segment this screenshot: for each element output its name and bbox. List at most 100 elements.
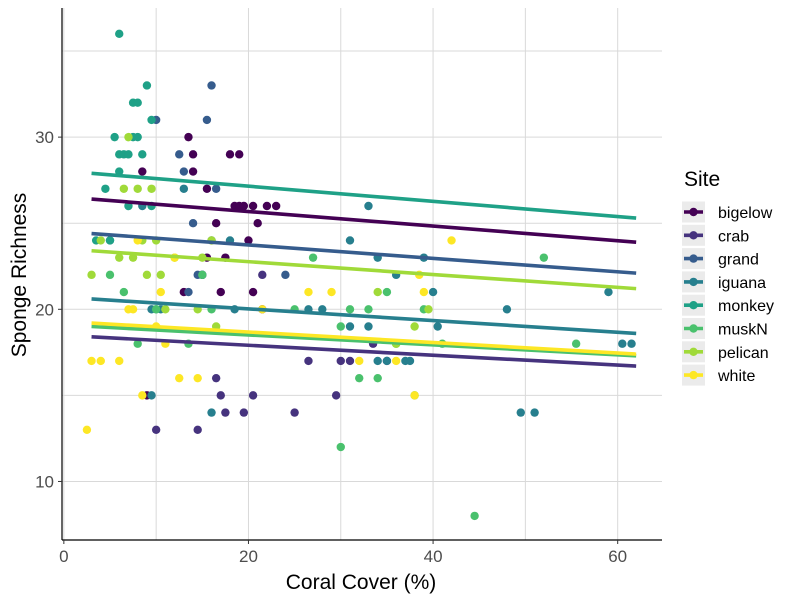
- data-point-crab: [151, 425, 161, 435]
- data-point-iguana: [147, 391, 156, 400]
- data-point-iguana: [618, 339, 627, 348]
- trend-line-bigelow: [91, 197, 637, 244]
- data-point-pelican: [115, 253, 124, 262]
- legend-key-point-bigelow: [689, 207, 698, 217]
- data-point-white: [96, 356, 105, 366]
- y-tick-label: 20: [35, 300, 54, 319]
- data-point-crab: [221, 408, 230, 417]
- trend-line-white: [91, 321, 637, 356]
- data-point-white: [410, 391, 419, 400]
- axes: [58, 8, 662, 544]
- legend-key-point-pelican: [689, 347, 698, 356]
- data-point-crab: [248, 391, 258, 400]
- data-point-bigelow: [211, 219, 221, 228]
- data-point-monkey: [133, 132, 142, 142]
- data-point-bigelow: [244, 236, 253, 245]
- data-point-muskN: [119, 287, 129, 297]
- data-point-crab: [290, 408, 299, 417]
- data-point-monkey: [133, 98, 142, 107]
- data-point-iguana: [345, 236, 355, 245]
- data-point-monkey: [138, 150, 147, 159]
- data-point-muskN: [151, 305, 161, 314]
- y-axis-title: Sponge Richness: [8, 193, 31, 358]
- data-point-pelican: [373, 287, 382, 297]
- data-point-monkey: [110, 132, 119, 142]
- data-point-white: [193, 373, 202, 383]
- data-point-muskN: [571, 339, 581, 348]
- legend-label-grand: grand: [718, 252, 759, 269]
- data-point-muskN: [336, 322, 345, 331]
- data-point-bigelow: [188, 150, 198, 159]
- data-point-pelican: [119, 184, 129, 193]
- legend-label-crab: crab: [718, 228, 749, 245]
- data-point-grand: [179, 167, 189, 176]
- trend-lines: [91, 171, 637, 368]
- data-point-white: [327, 287, 336, 297]
- data-point-crab: [193, 425, 202, 435]
- data-point-grand: [211, 184, 221, 193]
- data-point-white: [355, 356, 364, 366]
- data-point-iguana: [530, 408, 539, 417]
- data-point-iguana: [502, 305, 512, 314]
- data-point-iguana: [318, 305, 327, 314]
- data-point-iguana: [373, 356, 382, 366]
- data-point-bigelow: [239, 201, 249, 211]
- data-point-white: [138, 391, 147, 400]
- data-point-muskN: [345, 305, 355, 314]
- trend-line-pelican: [91, 248, 637, 291]
- data-point-bigelow: [248, 201, 258, 211]
- trend-line-grand: [91, 231, 637, 275]
- legend-label-white: white: [717, 368, 755, 385]
- data-point-iguana: [604, 287, 613, 297]
- data-point-bigelow: [271, 201, 281, 211]
- tick-labels: 0 20 40 60 10 20 30: [35, 128, 627, 566]
- data-point-bigelow: [235, 150, 244, 159]
- data-point-monkey: [101, 184, 110, 193]
- data-point-iguana: [179, 184, 189, 193]
- legend-label-iguana: iguana: [718, 275, 766, 292]
- data-point-pelican: [133, 184, 142, 193]
- data-point-muskN: [470, 511, 479, 521]
- data-point-white: [115, 356, 124, 366]
- trend-line-iguana: [91, 297, 637, 336]
- data-point-white: [156, 287, 165, 297]
- data-point-bigelow: [248, 287, 258, 297]
- data-point-bigelow: [184, 132, 193, 142]
- data-point-crab: [331, 391, 341, 400]
- data-point-white: [447, 236, 456, 245]
- data-point-crab: [211, 373, 221, 383]
- data-point-muskN: [373, 373, 382, 383]
- x-tick-label: 60: [608, 547, 627, 566]
- data-point-white: [391, 356, 401, 366]
- data-point-white: [175, 373, 184, 383]
- data-point-crab: [345, 356, 355, 366]
- trend-line-crab: [91, 335, 637, 368]
- y-tick-label: 30: [35, 128, 54, 147]
- data-point-crab: [304, 356, 313, 366]
- data-point-iguana: [433, 322, 442, 331]
- trend-line-monkey: [91, 171, 637, 220]
- legend-label-pelican: pelican: [718, 345, 769, 362]
- legend-key-point-grand: [689, 254, 698, 263]
- data-point-pelican: [96, 236, 105, 245]
- data-point-white: [128, 305, 138, 314]
- data-point-monkey: [105, 236, 115, 245]
- legend: Site bigelow crab grand iguana monkey muskN pe…: [682, 168, 774, 386]
- data-point-grand: [175, 150, 184, 159]
- legend-label-monkey: monkey: [718, 298, 774, 315]
- data-point-pelican: [424, 305, 433, 314]
- data-point-bigelow: [253, 219, 262, 228]
- data-point-muskN: [382, 287, 392, 297]
- data-point-white: [304, 287, 313, 297]
- grid-lines: [62, 8, 662, 540]
- data-point-muskN: [105, 270, 115, 280]
- data-point-iguana: [627, 339, 636, 348]
- data-point-grand: [188, 219, 198, 228]
- data-point-bigelow: [216, 287, 225, 297]
- data-point-muskN: [308, 253, 318, 262]
- data-point-pelican: [124, 132, 133, 142]
- data-point-iguana: [428, 287, 438, 297]
- legend-label-muskN: muskN: [718, 322, 768, 339]
- data-point-iguana: [516, 408, 525, 417]
